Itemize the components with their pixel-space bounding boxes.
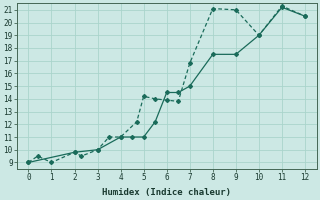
X-axis label: Humidex (Indice chaleur): Humidex (Indice chaleur) — [102, 188, 231, 197]
